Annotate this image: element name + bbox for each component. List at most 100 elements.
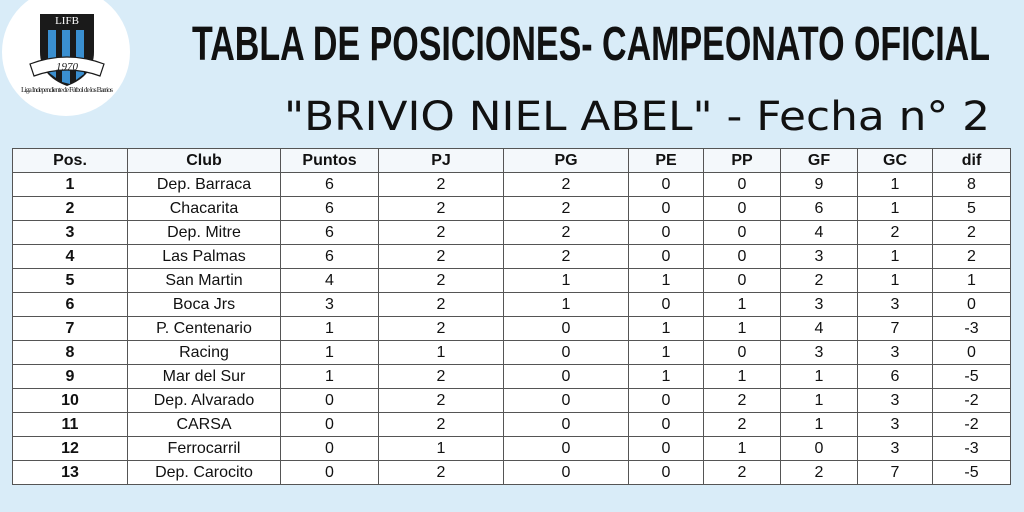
table-cell: 2 bbox=[503, 244, 629, 269]
table-cell: 1 bbox=[280, 316, 379, 341]
table-cell: 0 bbox=[703, 244, 781, 269]
table-cell: 2 bbox=[12, 196, 128, 221]
table-cell: 0 bbox=[628, 244, 704, 269]
table-cell: 0 bbox=[503, 436, 629, 461]
table-cell: 3 bbox=[857, 388, 933, 413]
column-header: PE bbox=[628, 148, 704, 173]
table-cell: 2 bbox=[703, 388, 781, 413]
table-row: 5 San Martin 4 2 1 1 0 2 1 1 bbox=[12, 268, 1011, 293]
table-cell: -5 bbox=[932, 460, 1011, 485]
table-cell: -3 bbox=[932, 316, 1011, 341]
table-cell: 2 bbox=[703, 460, 781, 485]
column-header: GC bbox=[857, 148, 933, 173]
table-cell: 7 bbox=[857, 316, 933, 341]
table-cell: 4 bbox=[12, 244, 128, 269]
table-cell: 1 bbox=[628, 316, 704, 341]
table-cell: 1 bbox=[703, 436, 781, 461]
table-cell: 0 bbox=[780, 436, 858, 461]
table-cell: 4 bbox=[780, 220, 858, 245]
table-row: 8 Racing 1 1 0 1 0 3 3 0 bbox=[12, 340, 1011, 365]
table-cell: 1 bbox=[280, 364, 379, 389]
table-cell: Mar del Sur bbox=[127, 364, 281, 389]
column-header: PJ bbox=[378, 148, 504, 173]
header-row: Pos. Club Puntos PJ PG PE PP GF GC dif bbox=[12, 148, 1011, 173]
table-cell: 1 bbox=[628, 364, 704, 389]
table-cell: 0 bbox=[503, 340, 629, 365]
table-row: 1 Dep. Barraca 6 2 2 0 0 9 1 8 bbox=[12, 172, 1011, 197]
table-cell: 0 bbox=[703, 340, 781, 365]
table-cell: 1 bbox=[780, 412, 858, 437]
header: LIFB 1970 Liga Independiente de Fútbol d… bbox=[2, 0, 990, 140]
table-cell: 0 bbox=[932, 292, 1011, 317]
table-cell: 0 bbox=[628, 460, 704, 485]
table-cell: 0 bbox=[280, 388, 379, 413]
table-cell: 6 bbox=[280, 196, 379, 221]
table-cell: 0 bbox=[932, 340, 1011, 365]
table-cell: 8 bbox=[932, 172, 1011, 197]
table-cell: 11 bbox=[12, 412, 128, 437]
table-cell: 0 bbox=[628, 196, 704, 221]
table-cell: 1 bbox=[932, 268, 1011, 293]
table-cell: Dep. Mitre bbox=[127, 220, 281, 245]
table-cell: 3 bbox=[857, 412, 933, 437]
table-cell: 2 bbox=[780, 460, 858, 485]
table-cell: 6 bbox=[280, 220, 379, 245]
table-cell: 3 bbox=[780, 340, 858, 365]
table-cell: 0 bbox=[503, 388, 629, 413]
table-cell: 4 bbox=[780, 316, 858, 341]
table-cell: 0 bbox=[280, 412, 379, 437]
table-cell: 1 bbox=[780, 364, 858, 389]
table-cell: 7 bbox=[857, 460, 933, 485]
table-cell: 2 bbox=[378, 244, 504, 269]
table-cell: Dep. Barraca bbox=[127, 172, 281, 197]
table-cell: 0 bbox=[280, 460, 379, 485]
table-cell: 2 bbox=[503, 196, 629, 221]
column-header: PG bbox=[503, 148, 629, 173]
table-cell: 2 bbox=[503, 220, 629, 245]
table-cell: 0 bbox=[503, 364, 629, 389]
table-cell: 2 bbox=[378, 412, 504, 437]
table-cell: Las Palmas bbox=[127, 244, 281, 269]
table-cell: 5 bbox=[12, 268, 128, 293]
table-cell: 0 bbox=[280, 436, 379, 461]
column-header: Puntos bbox=[280, 148, 379, 173]
table-cell: 1 bbox=[857, 268, 933, 293]
table-cell: 6 bbox=[780, 196, 858, 221]
column-header: Pos. bbox=[12, 148, 128, 173]
table-cell: 9 bbox=[12, 364, 128, 389]
table-cell: -2 bbox=[932, 412, 1011, 437]
table-row: 13 Dep. Carocito 0 2 0 0 2 2 7 -5 bbox=[12, 460, 1011, 485]
table-cell: 3 bbox=[780, 292, 858, 317]
table-cell: -5 bbox=[932, 364, 1011, 389]
table-cell: 0 bbox=[503, 316, 629, 341]
table-cell: 0 bbox=[503, 460, 629, 485]
table-cell: 6 bbox=[857, 364, 933, 389]
table-cell: 3 bbox=[280, 292, 379, 317]
table-row: 9 Mar del Sur 1 2 0 1 1 1 6 -5 bbox=[12, 364, 1011, 389]
table-cell: 0 bbox=[703, 196, 781, 221]
table-cell: -3 bbox=[932, 436, 1011, 461]
table-cell: 6 bbox=[12, 292, 128, 317]
table-cell: 1 bbox=[503, 268, 629, 293]
table-cell: 0 bbox=[628, 436, 704, 461]
subtitle: "BRIVIO NIEL ABEL" - Fecha n° 2 bbox=[284, 94, 990, 140]
table-cell: Dep. Carocito bbox=[127, 460, 281, 485]
title: TABLA DE POSICIONES- CAMPEONATO OFICIAL bbox=[192, 18, 990, 71]
table-cell: 1 bbox=[628, 268, 704, 293]
table-cell: 2 bbox=[932, 244, 1011, 269]
table-cell: Dep. Alvarado bbox=[127, 388, 281, 413]
table-cell: 3 bbox=[857, 436, 933, 461]
table-cell: 2 bbox=[503, 172, 629, 197]
table-cell: 1 bbox=[628, 340, 704, 365]
table-cell: 9 bbox=[780, 172, 858, 197]
table-cell: 0 bbox=[703, 172, 781, 197]
table-cell: 7 bbox=[12, 316, 128, 341]
standings-table: Pos. Club Puntos PJ PG PE PP GF GC dif 1 Dep. Barr… bbox=[12, 148, 1011, 485]
table-cell: 2 bbox=[703, 412, 781, 437]
table-cell: 1 bbox=[378, 340, 504, 365]
table-cell: 5 bbox=[932, 196, 1011, 221]
table-cell: 1 bbox=[703, 292, 781, 317]
table-cell: 8 bbox=[12, 340, 128, 365]
table-cell: 3 bbox=[780, 244, 858, 269]
table-cell: -2 bbox=[932, 388, 1011, 413]
